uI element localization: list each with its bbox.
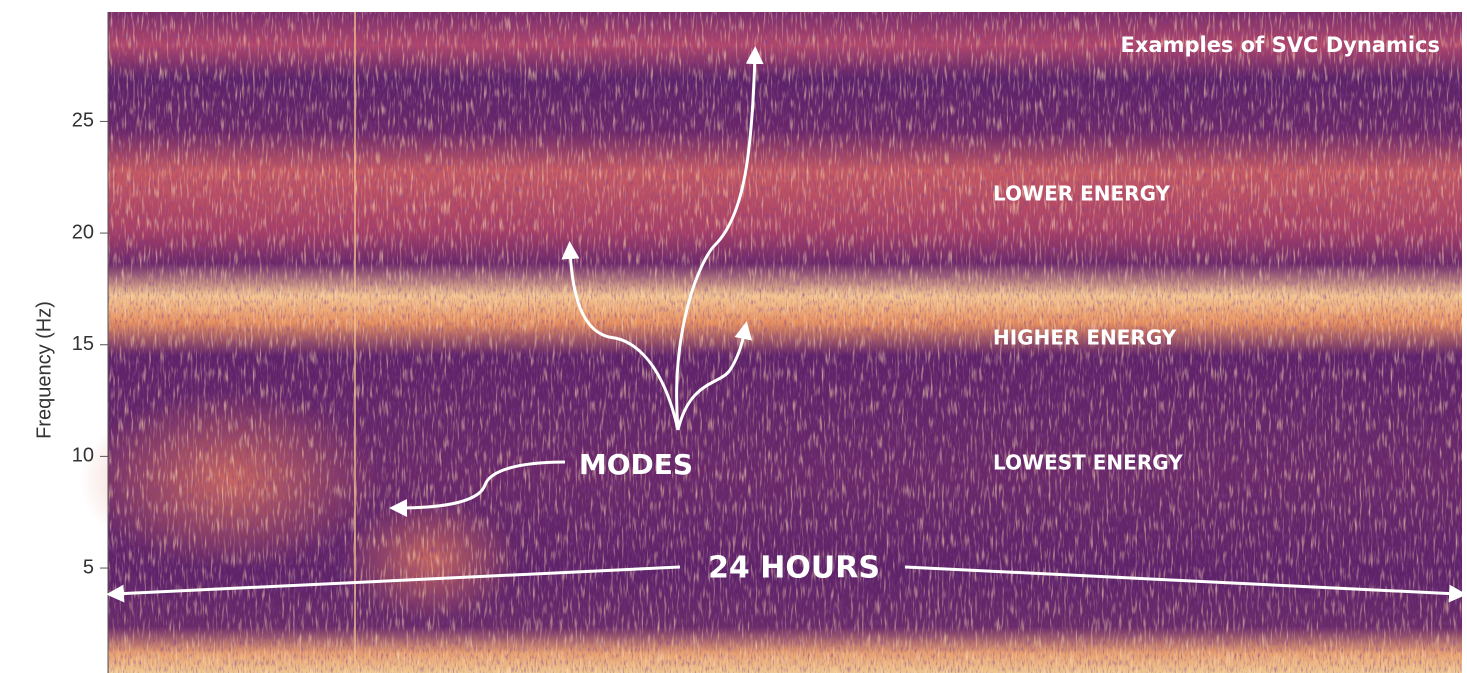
y-tick-label: 10 [72, 445, 94, 467]
chart: Frequency (Hz) 5 10 15 20 25 Examples of SVC… [0, 0, 1467, 673]
annotation: 24 HOURS [708, 551, 880, 586]
y-tick-label: 25 [72, 110, 94, 132]
annotation: LOWEST ENERGY [993, 451, 1183, 475]
chart-title: Examples of SVC Dynamics [1121, 33, 1440, 57]
y-tick-label: 15 [72, 333, 94, 355]
y-tick-label: 5 [83, 556, 94, 578]
y-axis-label: Frequency (Hz) [33, 301, 55, 439]
annotation: MODES [579, 448, 693, 481]
annotation: HIGHER ENERGY [993, 326, 1177, 350]
annotation: LOWER ENERGY [993, 182, 1171, 206]
y-tick-label: 20 [72, 221, 94, 243]
